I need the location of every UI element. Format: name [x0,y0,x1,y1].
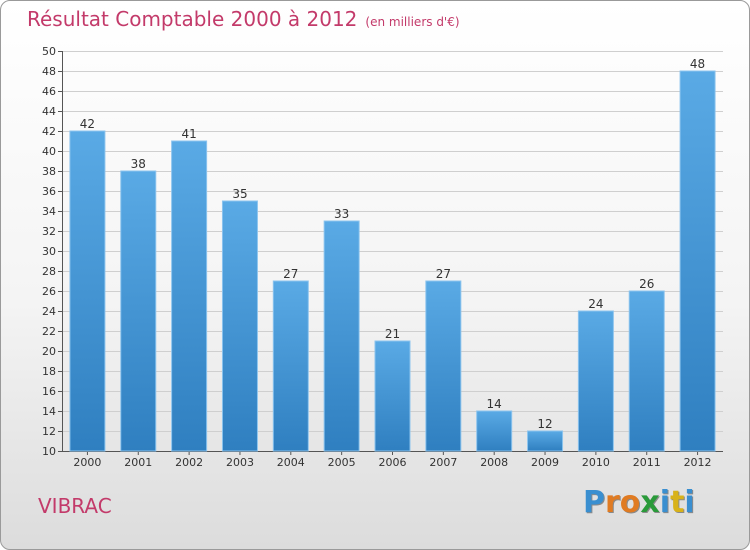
x-tick-label-2000: 2000 [73,456,101,469]
data-label-2003: 35 [232,187,247,201]
logo-letter: t [670,485,685,520]
bar-2002 [171,140,208,452]
bar-2010 [577,310,614,452]
data-label-2004: 27 [283,267,298,281]
bar-2001 [120,170,157,452]
data-label-2005: 33 [334,207,349,221]
y-tick-label: 30 [42,245,56,258]
x-tick-label-2011: 2011 [633,456,661,469]
x-tick-label-2012: 2012 [684,456,712,469]
bar-2009 [527,430,564,452]
logo-letter: o [619,485,641,520]
logo-letter: P [583,485,605,520]
y-tick-label: 38 [42,165,56,178]
bar-2004 [272,280,309,452]
bar-2003 [221,200,258,452]
bar-2005 [323,220,360,452]
bar-2012 [679,70,716,452]
data-label-2002: 41 [181,127,196,141]
x-tick-label-2007: 2007 [429,456,457,469]
chart-title: Résultat Comptable 2000 à 2012 (en millie… [27,7,460,31]
y-tick-label: 24 [42,305,56,318]
y-tick-label: 32 [42,225,56,238]
y-tick-label: 34 [42,205,56,218]
y-tick-label: 42 [42,125,56,138]
logo-letter: x [640,485,660,520]
y-tick-label: 44 [42,105,56,118]
y-tick-label: 28 [42,265,56,278]
logo-letter: i [659,485,671,520]
bar-2008 [476,410,513,452]
y-tick-label: 18 [42,365,56,378]
data-label-2010: 24 [588,297,603,311]
bar-2011 [628,290,665,452]
x-tick-label-2003: 2003 [226,456,254,469]
y-tick-label: 22 [42,325,56,338]
x-tick-label-2009: 2009 [531,456,559,469]
y-tick-label: 50 [42,45,56,58]
x-tick-label-2001: 2001 [124,456,152,469]
data-label-2008: 14 [487,397,502,411]
y-tick-label: 26 [42,285,56,298]
data-label-2009: 12 [537,417,552,431]
y-tick-label: 40 [42,145,56,158]
x-tick-label-2008: 2008 [480,456,508,469]
y-tick-label: 12 [42,425,56,438]
y-tick-label: 46 [42,85,56,98]
y-tick-label: 16 [42,385,56,398]
data-label-2007: 27 [436,267,451,281]
data-label-2011: 26 [639,277,654,291]
x-tick-label-2006: 2006 [379,456,407,469]
bar-2006 [374,340,411,452]
x-tick-label-2002: 2002 [175,456,203,469]
bar-2000 [69,130,106,452]
y-tick-label: 14 [42,405,56,418]
data-label-2012: 48 [690,57,705,71]
proxiti-logo: Proxiti [583,485,695,520]
data-label-2000: 42 [80,117,95,131]
x-tick-label-2010: 2010 [582,456,610,469]
chart-subtitle: (en milliers d'€) [365,15,460,29]
x-tick-label-2004: 2004 [277,456,305,469]
location-name: VIBRAC [38,494,112,518]
data-label-2006: 21 [385,327,400,341]
y-tick-label: 36 [42,185,56,198]
logo-letter: r [605,485,620,520]
bar-2007 [425,280,462,452]
x-tick-label-2005: 2005 [328,456,356,469]
y-tick-label: 10 [42,445,56,458]
y-tick-label: 48 [42,65,56,78]
y-tick-label: 20 [42,345,56,358]
logo-letter: i [684,485,695,520]
data-label-2001: 38 [131,157,146,171]
